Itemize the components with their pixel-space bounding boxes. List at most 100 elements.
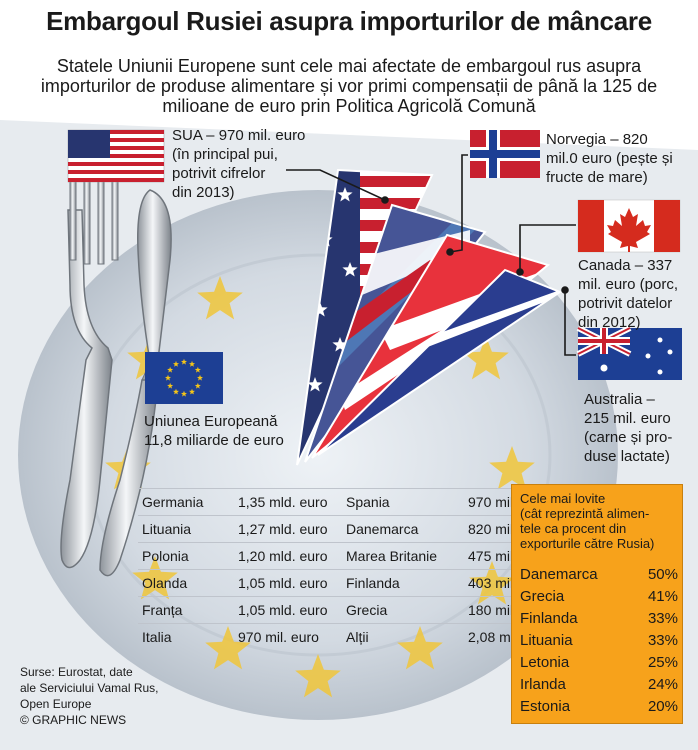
label-eu-line-1: Uniunea Europeană <box>144 413 278 430</box>
hit-percent: 24% <box>647 675 678 693</box>
label-australia-line-1: Australia – <box>584 391 655 408</box>
us-star-icon <box>312 302 328 317</box>
sources-line-1: Surse: Eurostat, date <box>20 665 133 679</box>
eu-star-icon <box>189 360 195 367</box>
hit-percent: 25% <box>647 653 678 671</box>
eu-flag <box>145 352 223 404</box>
usa-stripe <box>68 170 164 174</box>
page-title: Embargoul Rusiei asupra importurilor de … <box>46 6 652 36</box>
country-cell: Germania <box>138 488 234 516</box>
hit-percent: 20% <box>647 697 678 715</box>
value-cell: 1,35 mld. euro <box>234 488 334 516</box>
hit-country: Lituania <box>520 631 573 649</box>
plate-star-icon <box>489 446 535 490</box>
subtitle: Statele Uniunii Europene sunt cele mai a… <box>40 56 658 116</box>
label-usa-line-2: (în principal pui, <box>172 146 278 163</box>
us-star-icon <box>342 262 358 277</box>
credit: © GRAPHIC NEWS <box>20 713 127 727</box>
hit-percent: 50% <box>647 565 678 583</box>
eu-country-table: Germania 1,35 mld. euro Spania 970 mil. eur… <box>138 488 562 650</box>
hit-country: Danemarca <box>520 565 598 583</box>
eu-star-icon <box>167 366 174 373</box>
us-star-icon <box>332 337 348 352</box>
label-canada-line-1: Canada – 337 <box>578 257 673 274</box>
eu-star-icon <box>194 382 201 389</box>
eu-star-icon <box>189 388 195 395</box>
hardest-hit-title-line-4: exporturile către Rusia) <box>520 536 655 551</box>
usa-flag <box>67 129 165 183</box>
label-australia-line-2: 215 mil. euro <box>584 410 671 427</box>
eu-star-icon <box>181 358 187 365</box>
norway-flag <box>470 130 540 178</box>
table-row: Olanda 1,05 mld. euro Finlanda 403 mil. eur… <box>138 569 562 597</box>
country-cell: Polonia <box>138 542 234 570</box>
table-row: Lituania 33% <box>518 629 680 651</box>
label-usa-line-4: din 2013) <box>172 184 235 201</box>
label-norway-line-1: Norvegia – 820 <box>546 131 648 148</box>
table-row: Germania 1,35 mld. euro Spania 970 mil. eur… <box>138 488 562 516</box>
country-cell: Olanda <box>138 569 234 597</box>
usa-stripe <box>68 178 164 182</box>
hit-country: Letonia <box>520 653 570 671</box>
label-australia-line-3: (carne și pro- <box>584 429 673 446</box>
label-canada-line-2: mil. euro (porc, <box>578 276 679 293</box>
country-cell: Franța <box>138 596 234 624</box>
usa-stripe <box>68 130 164 134</box>
hit-country: Grecia <box>520 587 565 605</box>
eu-star-icon <box>167 382 174 389</box>
hardest-hit-title-line-2: (cât reprezintă alimen- <box>520 506 650 521</box>
country-cell: Marea Britanie <box>334 542 464 570</box>
hardest-hit-title-line-1: Cele mai lovite <box>520 491 606 506</box>
hardest-hit-title: Cele mai lovite (cât reprezintă alimen- … <box>520 491 680 551</box>
eu-star-icon <box>173 388 179 395</box>
label-norway: Norvegia – 820 mil.0 euro (pește și fruc… <box>546 130 673 187</box>
eu-star-icon <box>181 390 187 397</box>
hit-percent: 33% <box>647 631 678 649</box>
label-eu-line-2: 11,8 miliarde de euro <box>144 432 284 449</box>
value-cell: 1,05 mld. euro <box>234 569 334 597</box>
label-usa-line-3: potrivit cifrelor <box>172 165 266 182</box>
us-star-icon <box>337 187 353 202</box>
table-row: Lituania 1,27 mld. euro Danemarca 820 mil. … <box>138 515 562 543</box>
eu-star-icon <box>165 374 171 381</box>
table-row: Finlanda 33% <box>518 607 680 629</box>
country-cell: Italia <box>138 623 234 650</box>
australia-flag <box>576 325 682 380</box>
hit-country: Finlanda <box>520 609 578 627</box>
table-row: Letonia 25% <box>518 651 680 673</box>
fork <box>60 175 119 569</box>
label-canada-line-3: potrivit datelor <box>578 295 673 312</box>
value-cell: 1,20 mld. euro <box>234 542 334 570</box>
country-cell: Finlanda <box>334 569 464 597</box>
leader-lines <box>286 154 576 356</box>
hit-percent: 33% <box>647 609 678 627</box>
table-row: Irlanda 24% <box>518 673 680 695</box>
usa-stripe <box>68 162 164 166</box>
country-cell: Spania <box>334 488 464 516</box>
value-cell: 1,05 mld. euro <box>234 596 334 624</box>
value-cell: 970 mil. euro <box>234 623 334 650</box>
plate-star-icon <box>463 336 509 380</box>
us-star-icon <box>307 377 323 392</box>
eu-star-icon <box>197 374 203 381</box>
usa-stripe <box>68 154 164 158</box>
table-row: Danemarca 50% <box>518 563 680 585</box>
label-canada-line-4: din 2012) <box>578 314 641 331</box>
hit-percent: 41% <box>647 587 678 605</box>
country-cell: Grecia <box>334 596 464 624</box>
country-cell: Danemarca <box>334 515 464 543</box>
label-canada: Canada – 337 mil. euro (porc, potrivit d… <box>578 256 678 332</box>
hardest-hit-table: Danemarca 50% Grecia 41% Finlanda 33% Lituania… <box>518 563 680 717</box>
label-australia: Australia – 215 mil. euro (carne și pro-… <box>584 390 672 466</box>
canada-flag <box>577 199 681 253</box>
sources-line-3: Open Europe <box>20 697 92 711</box>
label-norway-line-3: fructe de mare) <box>546 169 648 186</box>
usa-stripe <box>68 146 164 150</box>
plate-star-icon <box>295 654 341 698</box>
label-norway-line-2: mil.0 euro (pește și <box>546 150 673 167</box>
sources: Surse: Eurostat, date ale Serviciului Va… <box>20 664 159 728</box>
table-row: Polonia 1,20 mld. euro Marea Britanie 475 m… <box>138 542 562 570</box>
label-usa-line-1: SUA – 970 mil. euro <box>172 127 306 144</box>
label-usa: SUA – 970 mil. euro (în principal pui, p… <box>172 126 305 202</box>
